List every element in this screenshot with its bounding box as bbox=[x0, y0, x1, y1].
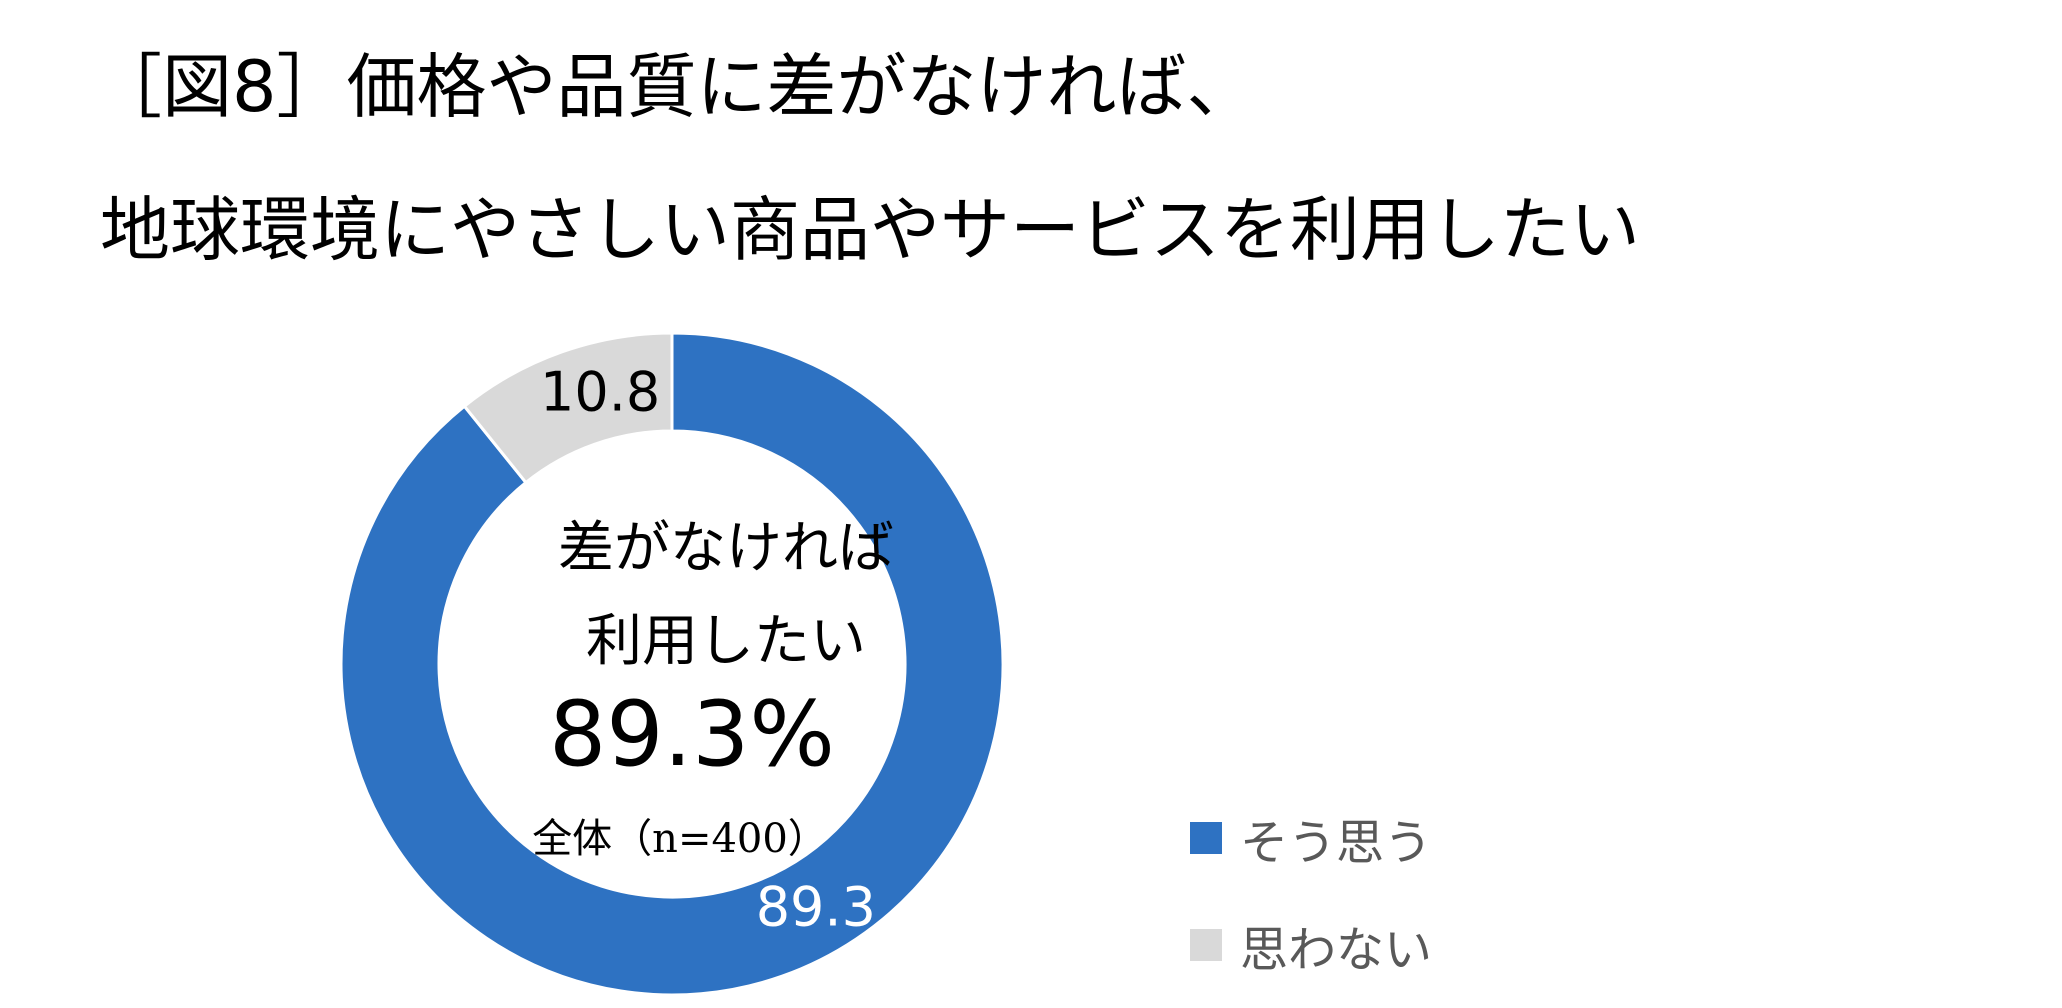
legend-swatch bbox=[1190, 822, 1222, 854]
slice-value-label-2: 10.8 bbox=[540, 360, 660, 423]
legend-item-2: 思わない bbox=[1190, 910, 1432, 980]
center-label-line1: 差がなければ bbox=[558, 516, 894, 581]
legend-swatch bbox=[1190, 929, 1222, 961]
legend-label: 思わない bbox=[1240, 922, 1433, 978]
legend-item-1: そう思う bbox=[1190, 803, 1432, 873]
chart-title-line1: ［図8］価格や品質に差がなければ、 bbox=[92, 46, 1257, 128]
chart-title-line2: 地球環境にやさしい商品やサービスを利用したい bbox=[100, 189, 1640, 271]
center-base: 全体（n=400） bbox=[532, 816, 828, 862]
donut-slice-1 bbox=[339, 331, 1005, 997]
legend-label: そう思う bbox=[1240, 815, 1433, 871]
donut-slices bbox=[339, 331, 1005, 997]
slice-labels: 89.3 10.8 bbox=[540, 360, 876, 938]
center-label-line2: 利用したい bbox=[586, 609, 866, 674]
slice-value-label-1: 89.3 bbox=[756, 876, 876, 939]
donut-slice-2 bbox=[462, 331, 674, 485]
center-value: 89.3% bbox=[549, 682, 835, 787]
